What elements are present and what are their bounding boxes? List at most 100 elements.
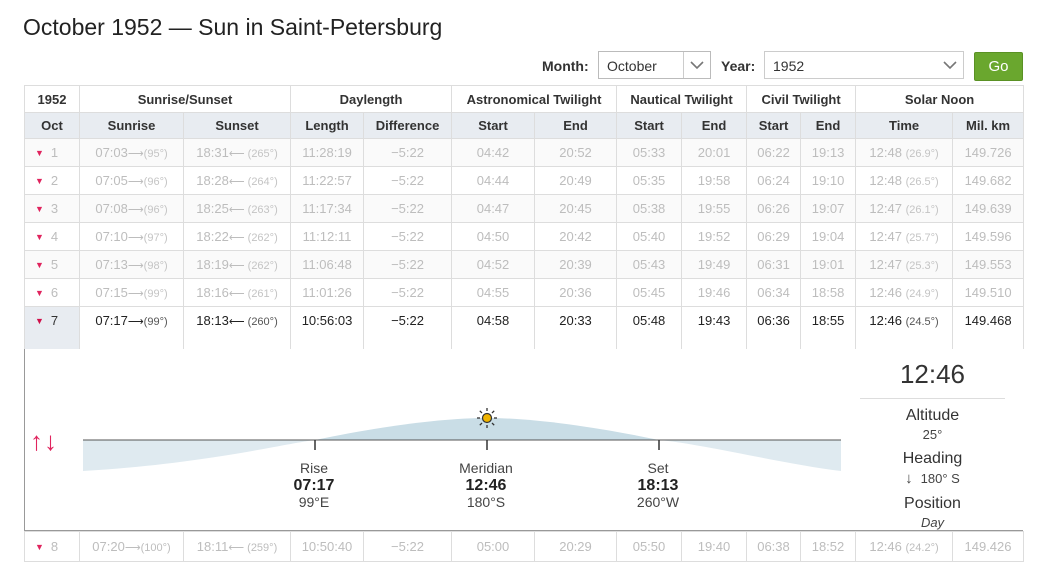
astro-end-cell: 20:42 [534, 222, 618, 251]
day-number: 8 [50, 539, 59, 554]
noon-cell: 12:47 (26.1°) [855, 194, 954, 223]
table-row[interactable]: ▼ 5 07:13⟶(98°) 18:19⟵ (262°) 11:06:48 −5:22 0… [24, 250, 1025, 279]
arrow-left-icon: ⟵ [228, 148, 248, 160]
sunrise-time: 07:03 [95, 145, 128, 160]
expand-triangle-icon[interactable]: ▼ [35, 232, 44, 242]
civil-start-cell: 06:34 [746, 278, 802, 307]
arrow-right-icon: ⟶ [127, 232, 144, 244]
expand-triangle-icon[interactable]: ▼ [35, 176, 44, 186]
astro-end-cell: 20:45 [534, 194, 618, 223]
sunrise-time: 07:08 [95, 201, 128, 216]
nautical-end-cell: 20:01 [681, 138, 748, 167]
arrow-right-icon: ⟶ [127, 288, 144, 300]
sunset-azimuth: (263°) [247, 204, 278, 216]
day-number: 1 [50, 145, 59, 160]
expand-triangle-icon[interactable]: ▼ [35, 542, 44, 552]
sunset-time: 18:22 [196, 229, 229, 244]
noon-time: 12:48 [869, 145, 902, 160]
day-number: 6 [50, 285, 59, 300]
civil-end-cell: 19:04 [800, 222, 857, 251]
astro-start-cell: 04:42 [451, 138, 536, 167]
civil-start-cell: 06:31 [746, 250, 802, 279]
distance-cell: 149.726 [952, 138, 1025, 167]
noon-altitude: (26.5°) [905, 176, 939, 188]
arrow-right-icon: ⟶ [127, 260, 144, 272]
length-cell: 10:56:03 [290, 306, 365, 349]
sunrise-cell: 07:10⟶(97°) [79, 222, 184, 251]
meridian-info: Meridian 12:46 180°S [436, 460, 536, 511]
nautical-end-cell: 19:58 [681, 166, 748, 195]
sunset-time: 18:28 [196, 173, 229, 188]
sunset-azimuth: (264°) [247, 176, 278, 188]
length-column-header: Length [290, 112, 365, 139]
distance-cell: 149.596 [952, 222, 1025, 251]
arrow-right-icon: ⟶ [127, 148, 144, 160]
go-button[interactable]: Go [974, 52, 1023, 81]
noon-cell: 12:48 (26.5°) [855, 166, 954, 195]
astro-start-cell: 04:44 [451, 166, 536, 195]
sunset-cell: 18:19⟵ (262°) [182, 250, 292, 279]
noon-time: 12:47 [869, 229, 902, 244]
table-row[interactable]: ▼ 7 07:17⟶(99°) 18:13⟵ (260°) 10:56:03 −5:22 0… [24, 306, 1025, 349]
sunrise-azimuth: (100°) [140, 542, 171, 554]
sunset-cell: 18:28⟵ (264°) [182, 166, 292, 195]
sunrise-time: 07:05 [95, 173, 128, 188]
sun-table-continued: ▼ 8 07:20⟶(100°) 18:11⟵ (259°) 10:50:40 −5:22… [24, 531, 1024, 562]
difference-cell: −5:22 [363, 250, 453, 279]
civil-end-cell: 18:58 [800, 278, 857, 307]
sunrise-time: 07:13 [95, 257, 128, 272]
year-select[interactable]: 1952 [764, 51, 964, 79]
astro-start-cell: 04:47 [451, 194, 536, 223]
astro-start-cell: 04:58 [451, 306, 536, 349]
sunrise-cell: 07:05⟶(96°) [79, 166, 184, 195]
arrow-right-icon: ⟶ [127, 176, 144, 188]
expand-triangle-icon[interactable]: ▼ [35, 204, 44, 214]
sunset-azimuth: (262°) [247, 232, 278, 244]
astro-end-cell: 20:52 [534, 138, 618, 167]
noon-time-column-header: Time [855, 112, 954, 139]
sunrise-sunset-header: Sunrise/Sunset [78, 85, 292, 113]
civil-start-cell: 06:38 [746, 531, 801, 562]
table-row[interactable]: ▼ 6 07:15⟶(99°) 18:16⟵ (261°) 11:01:26 −5:22 0… [24, 278, 1025, 307]
expand-triangle-icon[interactable]: ▼ [35, 316, 44, 326]
difference-cell: −5:22 [363, 166, 453, 195]
altitude-label: Altitude [905, 407, 960, 424]
civil-start-column-header: Start [746, 112, 802, 139]
month-value: October [607, 58, 657, 74]
table-row[interactable]: ▼ 1 07:03⟶(95°) 18:31⟵ (265°) 11:28:19 −5:22 0… [24, 138, 1025, 167]
civil-end-cell: 19:01 [800, 250, 857, 279]
difference-cell: −5:22 [363, 222, 453, 251]
length-cell: 11:01:26 [290, 278, 365, 307]
sunrise-azimuth: (99°) [143, 288, 168, 300]
table-row[interactable]: ▼ 8 07:20⟶(100°) 18:11⟵ (259°) 10:50:40 −5:22… [24, 531, 1024, 562]
sunset-cell: 18:13⟵ (260°) [182, 306, 292, 349]
distance-column-header: Mil. km [952, 112, 1025, 139]
sunrise-time: 07:20 [92, 539, 125, 554]
page-title: October 1952 — Sun in Saint-Petersburg [23, 14, 443, 40]
noon-time: 12:46 [869, 539, 902, 554]
nautical-start-cell: 05:40 [616, 222, 683, 251]
distance-cell: 149.468 [952, 306, 1025, 349]
heading-value: ↓ 180° S [905, 470, 960, 487]
table-row[interactable]: ▼ 2 07:05⟶(96°) 18:28⟵ (264°) 11:22:57 −5:22 0… [24, 166, 1025, 195]
arrow-left-icon: ⟵ [228, 260, 248, 272]
civil-end-column-header: End [800, 112, 857, 139]
noon-altitude: (24.5°) [905, 316, 939, 328]
day-number: 2 [50, 173, 59, 188]
difference-cell: −5:22 [363, 138, 453, 167]
sunrise-azimuth: (97°) [143, 232, 168, 244]
astronomical-twilight-header: Astronomical Twilight [451, 85, 618, 113]
expand-triangle-icon[interactable]: ▼ [35, 148, 44, 158]
position-label: Position [904, 495, 961, 512]
difference-cell: −5:22 [363, 531, 452, 562]
sunset-cell: 18:31⟵ (265°) [182, 138, 292, 167]
arrow-right-icon: ⟶ [127, 204, 144, 216]
expand-triangle-icon[interactable]: ▼ [35, 260, 44, 270]
sunrise-azimuth: (96°) [143, 204, 168, 216]
table-row[interactable]: ▼ 3 07:08⟶(96°) 18:25⟵ (263°) 11:17:34 −5:22 0… [24, 194, 1025, 223]
month-select[interactable]: October [598, 51, 711, 79]
up-down-arrows-icon[interactable]: ↑↓ [30, 426, 58, 456]
expand-triangle-icon[interactable]: ▼ [35, 288, 44, 298]
length-cell: 11:28:19 [290, 138, 365, 167]
table-row[interactable]: ▼ 4 07:10⟶(97°) 18:22⟵ (262°) 11:12:11 −5:22 0… [24, 222, 1025, 251]
